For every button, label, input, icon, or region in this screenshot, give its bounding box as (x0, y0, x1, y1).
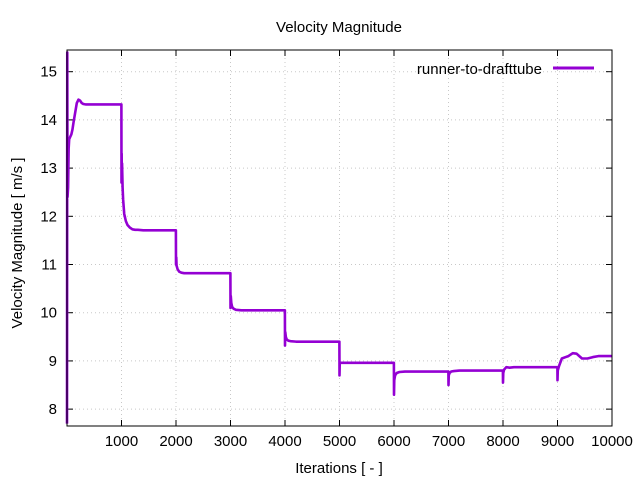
x-tick-label: 8000 (486, 433, 519, 450)
y-axis-title: Velocity Magnitude [ m/s ] (9, 158, 26, 329)
y-tick-labels: 8 9 10 11 12 13 14 15 (40, 64, 57, 418)
y-tick-label: 14 (40, 112, 57, 129)
x-tick-label: 7000 (432, 433, 465, 450)
x-tick-label: 9000 (541, 433, 574, 450)
x-tick-label: 2000 (159, 433, 192, 450)
series-group (65, 51, 612, 424)
x-axis-title: Iterations [ - ] (295, 460, 383, 477)
series-line (65, 51, 612, 424)
y-tick-label: 8 (49, 401, 57, 418)
legend-label: runner-to-drafttube (417, 61, 542, 78)
y-tick-label: 12 (40, 208, 57, 225)
y-tick-label: 15 (40, 64, 57, 81)
x-tick-label: 3000 (214, 433, 247, 450)
chart-title: Velocity Magnitude (276, 19, 402, 36)
x-tick-label: 5000 (323, 433, 356, 450)
y-tick-label: 13 (40, 160, 57, 177)
x-tick-label: 6000 (377, 433, 410, 450)
y-tick-label: 10 (40, 305, 57, 322)
x-tick-labels: 1000 2000 3000 4000 5000 6000 7000 8000 9000 1000… (105, 433, 633, 450)
x-tick-label: 4000 (268, 433, 301, 450)
y-tick-label: 9 (49, 353, 57, 370)
y-tick-label: 11 (41, 257, 57, 274)
grid-lines (67, 50, 612, 426)
plot-frame (66, 49, 613, 427)
legend: runner-to-drafttube (417, 61, 594, 78)
x-tick-label: 10000 (591, 433, 633, 450)
x-tick-label: 1000 (105, 433, 138, 450)
